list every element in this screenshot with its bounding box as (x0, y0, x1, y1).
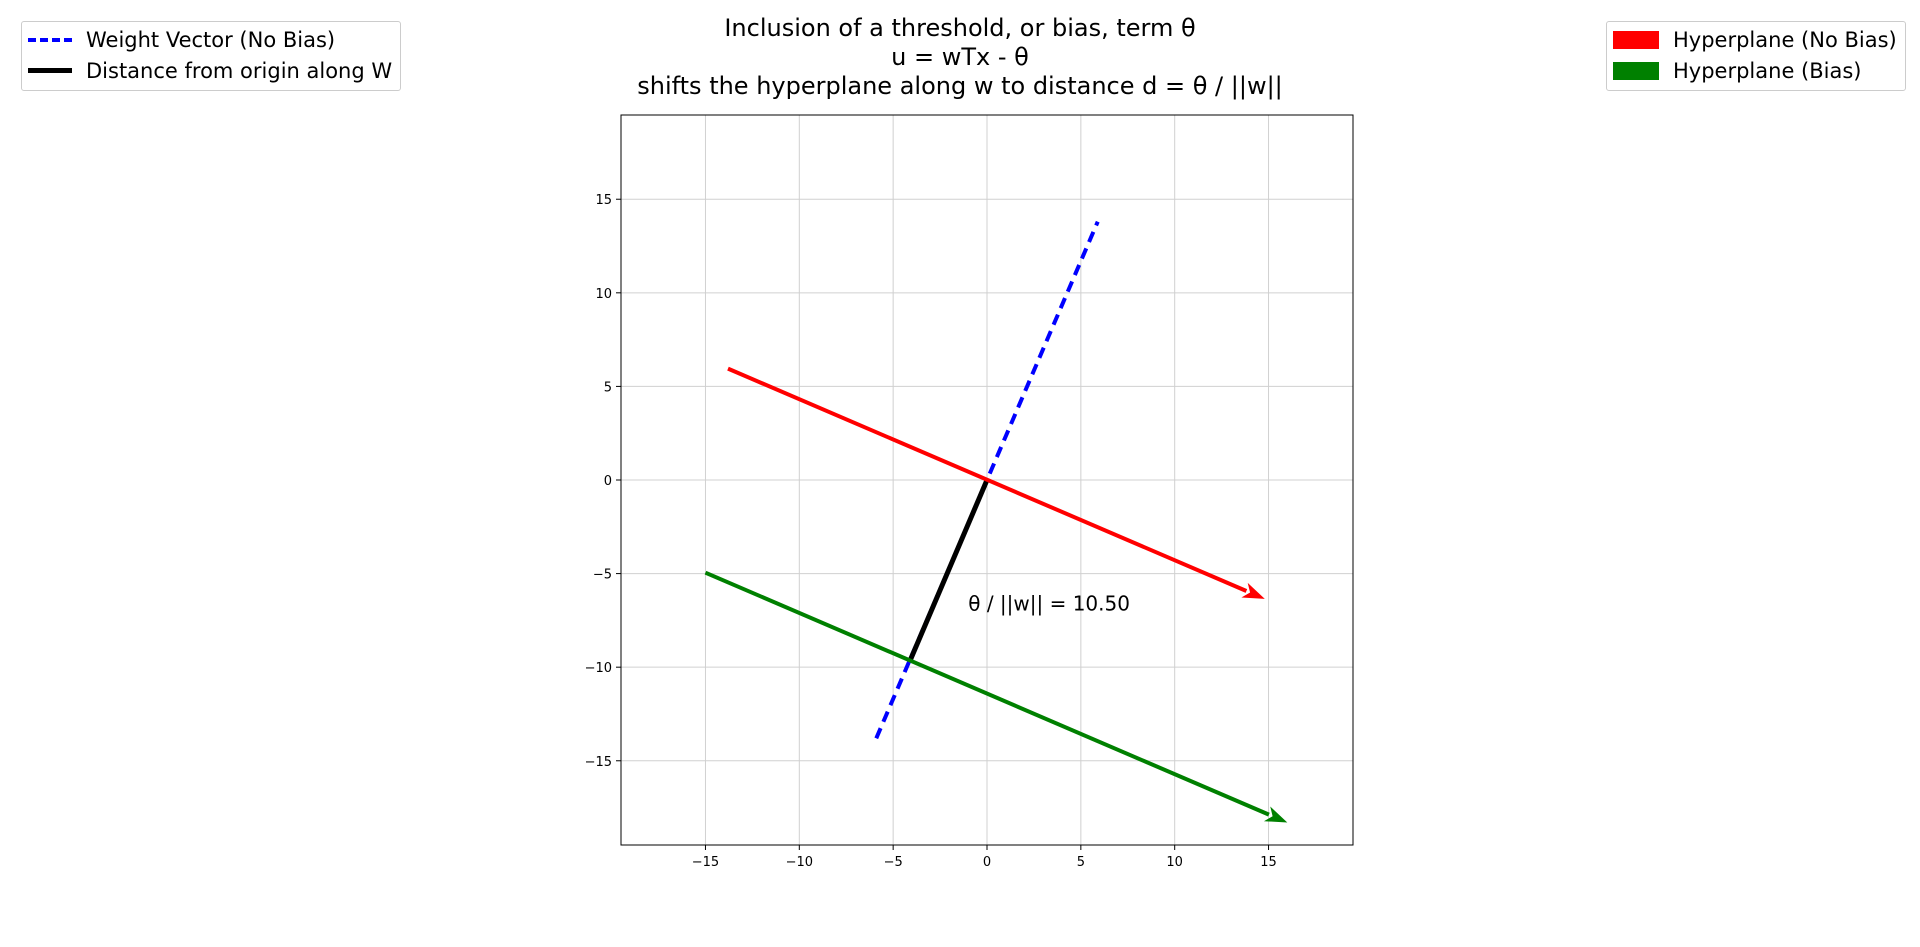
y-tick-label: −15 (585, 755, 612, 770)
x-tick-label: 5 (1077, 855, 1085, 870)
legend-swatch-hyperplane-bias (1613, 61, 1659, 80)
y-tick-label: −5 (593, 568, 612, 583)
chart-title-line-2: u = wTx - θ (891, 43, 1029, 71)
series-hyperplane-bias-arrowhead (1263, 806, 1288, 823)
chart-title-line-1: Inclusion of a threshold, or bias, term … (724, 14, 1196, 42)
legend-swatch-hyperplane-no-bias (1613, 30, 1659, 49)
legend-swatch-weight-vector (28, 37, 72, 42)
series-distance-from-origin-along-w (907, 479, 990, 662)
legend-right: Hyperplane (No Bias) Hyperplane (Bias) (1606, 21, 1906, 91)
chart-title-line-3: shifts the hyperplane along w to distanc… (637, 72, 1283, 100)
x-tick-label: 15 (1260, 855, 1277, 870)
series-hyperplane-no-bias (727, 366, 1248, 593)
legend-swatch-distance (28, 68, 72, 73)
x-tick-label: 10 (1166, 855, 1183, 870)
x-tick-label: −15 (692, 855, 719, 870)
legend-label-hyperplane-bias: Hyperplane (Bias) (1673, 58, 1862, 83)
y-tick-label: 0 (604, 474, 612, 489)
plot-frame (620, 114, 1354, 846)
x-tick-label: 0 (983, 855, 991, 870)
legend-item-weight-vector: Weight Vector (No Bias) (28, 24, 392, 55)
series-hyperplane-bias (704, 570, 1270, 817)
legend-item-distance: Distance from origin along W (28, 55, 392, 86)
y-tick-label: 15 (595, 193, 612, 208)
legend-label-hyperplane-no-bias: Hyperplane (No Bias) (1673, 27, 1897, 52)
y-tick-label: 5 (604, 380, 612, 395)
legend-item-hyperplane-bias: Hyperplane (Bias) (1613, 55, 1897, 86)
y-tick-label: 10 (595, 287, 612, 302)
x-tick-label: −5 (884, 855, 903, 870)
legend-label-weight-vector: Weight Vector (No Bias) (86, 27, 336, 52)
series-hyperplane-no-bias-arrowhead (1241, 582, 1265, 599)
legend-left: Weight Vector (No Bias) Distance from or… (21, 21, 402, 91)
y-tick-label: −10 (585, 661, 612, 676)
legend-label-distance: Distance from origin along W (86, 58, 393, 83)
x-tick-label: −10 (786, 855, 813, 870)
legend-item-hyperplane-no-bias: Hyperplane (No Bias) (1613, 24, 1897, 55)
annotation-distance-value: θ / ||w|| = 10.50 (968, 592, 1130, 616)
